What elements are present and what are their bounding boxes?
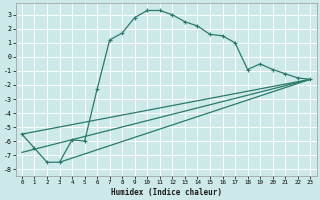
- X-axis label: Humidex (Indice chaleur): Humidex (Indice chaleur): [111, 188, 221, 197]
